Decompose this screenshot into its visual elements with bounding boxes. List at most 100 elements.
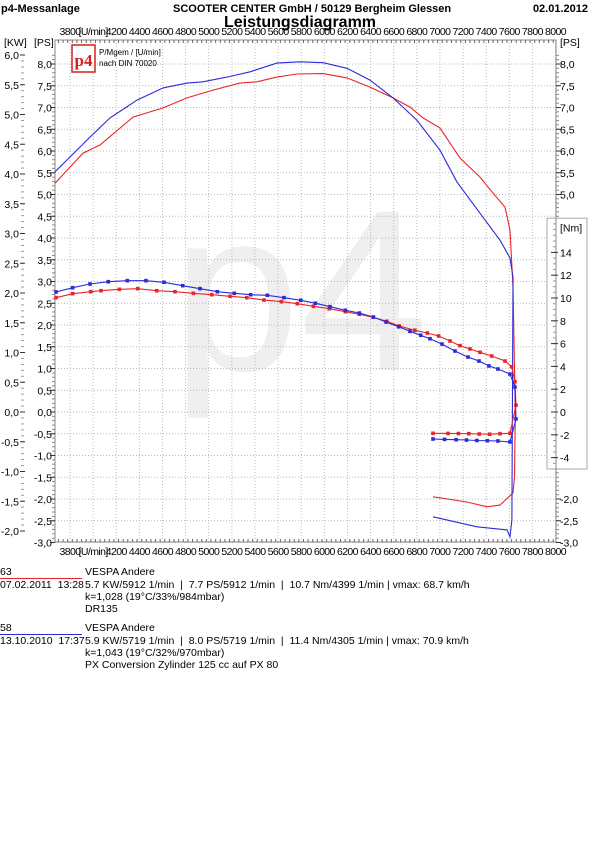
ps-tick-label: -2,5 xyxy=(34,516,52,528)
kw-tick-label: 6,0 xyxy=(4,50,19,62)
ps-tick-label: -1,5 xyxy=(34,472,52,484)
dyno-chart: Leistungsdiagrammp438003800[U/min][U/min… xyxy=(1,14,588,558)
x-tick-label-top: 7800 xyxy=(522,26,544,38)
x-tick-label-bottom: 4600 xyxy=(152,546,174,558)
x-tick-label-top: 6600 xyxy=(383,26,405,38)
kw-tick-label: -1,0 xyxy=(1,467,19,479)
data-point xyxy=(262,298,266,302)
nm-tick-label: 12 xyxy=(560,270,572,282)
x-tick-label-bottom: 4200 xyxy=(106,546,128,558)
ps-tick-label: 8,0 xyxy=(37,59,52,71)
nm-tick-label: -4 xyxy=(560,453,569,465)
data-point xyxy=(248,292,253,297)
data-point xyxy=(298,298,303,303)
kw-tick-label: 0,0 xyxy=(4,407,19,419)
run-conditions: k=1,043 (19°C/32%/970mbar) xyxy=(85,647,225,659)
data-point xyxy=(485,438,490,443)
series-power-run-63 xyxy=(54,73,516,508)
nm-axis-label: [Nm] xyxy=(560,222,582,234)
data-point xyxy=(467,431,471,436)
ps-tick-label: 0,0 xyxy=(37,407,52,419)
ps-tick-label: 4,0 xyxy=(37,233,52,245)
kw-tick-label: 5,5 xyxy=(4,80,19,92)
data-point xyxy=(408,329,412,334)
data-point xyxy=(440,342,444,346)
print-date: 02.01.2012 xyxy=(532,3,588,15)
data-point xyxy=(54,295,58,300)
data-point xyxy=(513,385,517,389)
x-tick-label-top: 6800 xyxy=(406,26,428,38)
ps-tick-label-right: 5,0 xyxy=(560,190,575,202)
series-power-run-58 xyxy=(54,61,514,539)
chart-title: Leistungsdiagramm xyxy=(224,14,376,31)
kw-axis-label: [KW] xyxy=(4,37,27,49)
data-point xyxy=(70,285,75,290)
run-color-line xyxy=(0,634,82,635)
data-point xyxy=(464,438,469,442)
run-id: 58 xyxy=(0,622,12,634)
kw-tick-label: 2,5 xyxy=(4,258,19,270)
run-date: 13.10.2010 17:37 xyxy=(0,635,85,647)
company-name: SCOOTER CENTER GmbH / 50129 Bergheim Gle… xyxy=(173,3,452,15)
kw-tick-label: 1,0 xyxy=(4,348,19,360)
data-point xyxy=(454,437,458,442)
kw-tick-label: -0,5 xyxy=(1,437,19,449)
data-point xyxy=(418,333,423,338)
ps-tick-label-right: 7,5 xyxy=(560,81,575,93)
x-tick-label-bottom: 3800 xyxy=(60,546,82,558)
ps-tick-label: -3,0 xyxy=(34,538,52,550)
nm-tick-label: 4 xyxy=(560,361,566,373)
ps-tick-label: 1,5 xyxy=(37,342,52,354)
data-point xyxy=(228,294,232,299)
data-point xyxy=(313,301,318,306)
data-point xyxy=(514,417,518,421)
ps-tick-label-right: 8,0 xyxy=(560,59,575,71)
ps-tick-label: 0,5 xyxy=(37,385,52,397)
data-point xyxy=(446,431,450,436)
x-tick-label-top: 4200 xyxy=(106,26,128,38)
data-point xyxy=(466,355,470,359)
x-tick-label-top: 5800 xyxy=(291,26,313,38)
data-point xyxy=(453,349,457,353)
nm-tick-label: 6 xyxy=(560,339,566,351)
run-note: DR135 xyxy=(85,603,118,615)
nm-tick-label: 14 xyxy=(560,247,572,259)
data-point xyxy=(458,343,462,348)
ps-tick-label-right: 5,5 xyxy=(560,168,575,180)
data-point xyxy=(503,359,507,363)
x-tick-label-top: 6000 xyxy=(314,26,336,38)
run-conditions: k=1,028 (19°C/33%/984mbar) xyxy=(85,591,225,603)
data-point xyxy=(478,350,482,355)
data-point xyxy=(162,280,166,285)
x-tick-label-top: 8000 xyxy=(545,26,567,38)
run-stats: 5.7 KW/5912 1/min | 7.7 PS/5912 1/min | … xyxy=(85,579,470,591)
ps-axis-label: [PS] xyxy=(34,37,54,49)
data-point xyxy=(431,431,435,436)
ps-tick-label-right: -2,0 xyxy=(560,494,578,506)
x-tick-label-top: 4800 xyxy=(175,26,197,38)
data-point xyxy=(244,295,249,300)
run-stats: 5.9 KW/5719 1/min | 8.0 PS/5719 1/min | … xyxy=(85,635,469,647)
data-point xyxy=(125,278,130,283)
data-point xyxy=(498,431,502,436)
ps-tick-label: 3,0 xyxy=(37,277,52,289)
data-point xyxy=(442,437,447,442)
kw-tick-label: 5,0 xyxy=(4,110,19,122)
data-point xyxy=(412,328,417,333)
data-point xyxy=(106,279,111,284)
x-tick-label-bottom: 7200 xyxy=(453,546,475,558)
data-point xyxy=(173,289,177,294)
data-point xyxy=(496,439,500,443)
nm-tick-label: 8 xyxy=(560,316,566,328)
x-tick-label-bottom: 4800 xyxy=(175,546,197,558)
x-tick-label-top: 4600 xyxy=(152,26,174,38)
data-point xyxy=(144,278,148,283)
x-tick-label-bottom: 5600 xyxy=(268,546,290,558)
x-tick-label-top: 4400 xyxy=(129,26,151,38)
data-point xyxy=(70,291,75,296)
data-point xyxy=(371,315,376,319)
nm-tick-label: -2 xyxy=(560,430,569,442)
run-date: 07.02.2011 13:28 xyxy=(0,579,84,591)
data-point xyxy=(487,364,491,368)
x-tick-label-bottom: 8000 xyxy=(545,546,567,558)
